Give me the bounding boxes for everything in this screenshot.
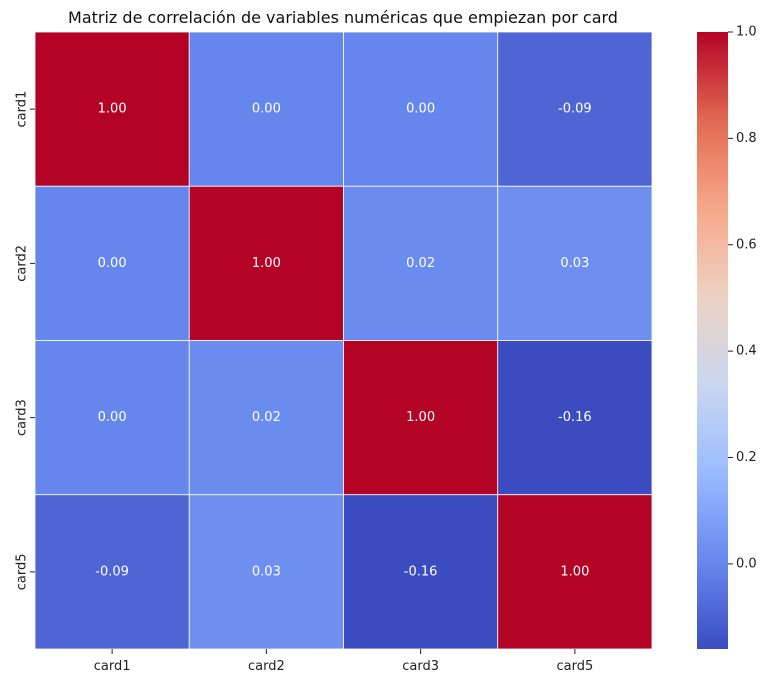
cell-value-label: 1.00: [560, 564, 589, 579]
heatmap-cell: [188, 494, 344, 650]
cell-value-label: 0.00: [406, 102, 435, 117]
y-tick-label: card3: [15, 399, 30, 436]
heatmap-cell: [188, 31, 344, 187]
x-tick-label: card2: [248, 659, 285, 674]
x-axis: card1 card2 card3 card5: [94, 649, 593, 674]
y-axis: card1 card2 card3 card5: [15, 91, 35, 590]
heatmap-cell: [343, 185, 499, 341]
colorbar-tick-label: 0.8: [736, 131, 757, 146]
cell-annotations: 1.00 0.00 0.00 -0.09 0.00 1.00 0.02 0.03 0.00 0.0…: [95, 102, 591, 580]
cell-value-label: 1.00: [406, 410, 435, 425]
colorbar: 0.0 0.2 0.4 0.6 0.8 1.0: [697, 25, 757, 649]
y-tick-label: card2: [15, 245, 30, 282]
cell-value-label: 0.03: [560, 256, 589, 271]
heatmap-cells: [34, 31, 653, 650]
heatmap-cell: [497, 31, 653, 187]
x-tick-label: card3: [402, 659, 439, 674]
heatmap-cell: [34, 494, 190, 650]
cell-value-label: -0.16: [558, 410, 592, 425]
colorbar-tick-label: 0.6: [736, 237, 757, 252]
colorbar-tick-label: 0.2: [736, 450, 757, 465]
heatmap-cell: [497, 340, 653, 496]
heatmap-cell: [343, 494, 499, 650]
cell-value-label: 0.00: [98, 256, 127, 271]
heatmap-cell: [34, 185, 190, 341]
cell-value-label: 1.00: [252, 256, 281, 271]
cell-value-label: -0.09: [95, 564, 129, 579]
colorbar-gradient: [697, 32, 728, 649]
colorbar-tick-label: 1.0: [736, 25, 757, 40]
heatmap-cell: [34, 31, 190, 187]
cell-value-label: 0.00: [252, 102, 281, 117]
cell-value-label: 0.03: [252, 564, 281, 579]
cell-value-label: -0.09: [558, 102, 592, 117]
cell-value-label: 1.00: [98, 102, 127, 117]
colorbar-tick-label: 0.0: [736, 556, 757, 571]
x-tick-label: card1: [94, 659, 131, 674]
cell-value-label: 0.02: [252, 410, 281, 425]
colorbar-tick-label: 0.4: [736, 344, 757, 359]
cell-value-label: 0.00: [98, 410, 127, 425]
heatmap-cell: [188, 340, 344, 496]
x-tick-label: card5: [556, 659, 593, 674]
y-tick-label: card5: [15, 553, 30, 590]
cell-value-label: -0.16: [404, 564, 438, 579]
heatmap-cell: [497, 185, 653, 341]
cell-value-label: 0.02: [406, 256, 435, 271]
chart-title: Matriz de correlación de variables numér…: [68, 8, 618, 27]
y-tick-label: card1: [15, 91, 30, 128]
heatmap-cell: [497, 494, 653, 650]
heatmap-cell: [343, 31, 499, 187]
heatmap-cell: [188, 185, 344, 341]
